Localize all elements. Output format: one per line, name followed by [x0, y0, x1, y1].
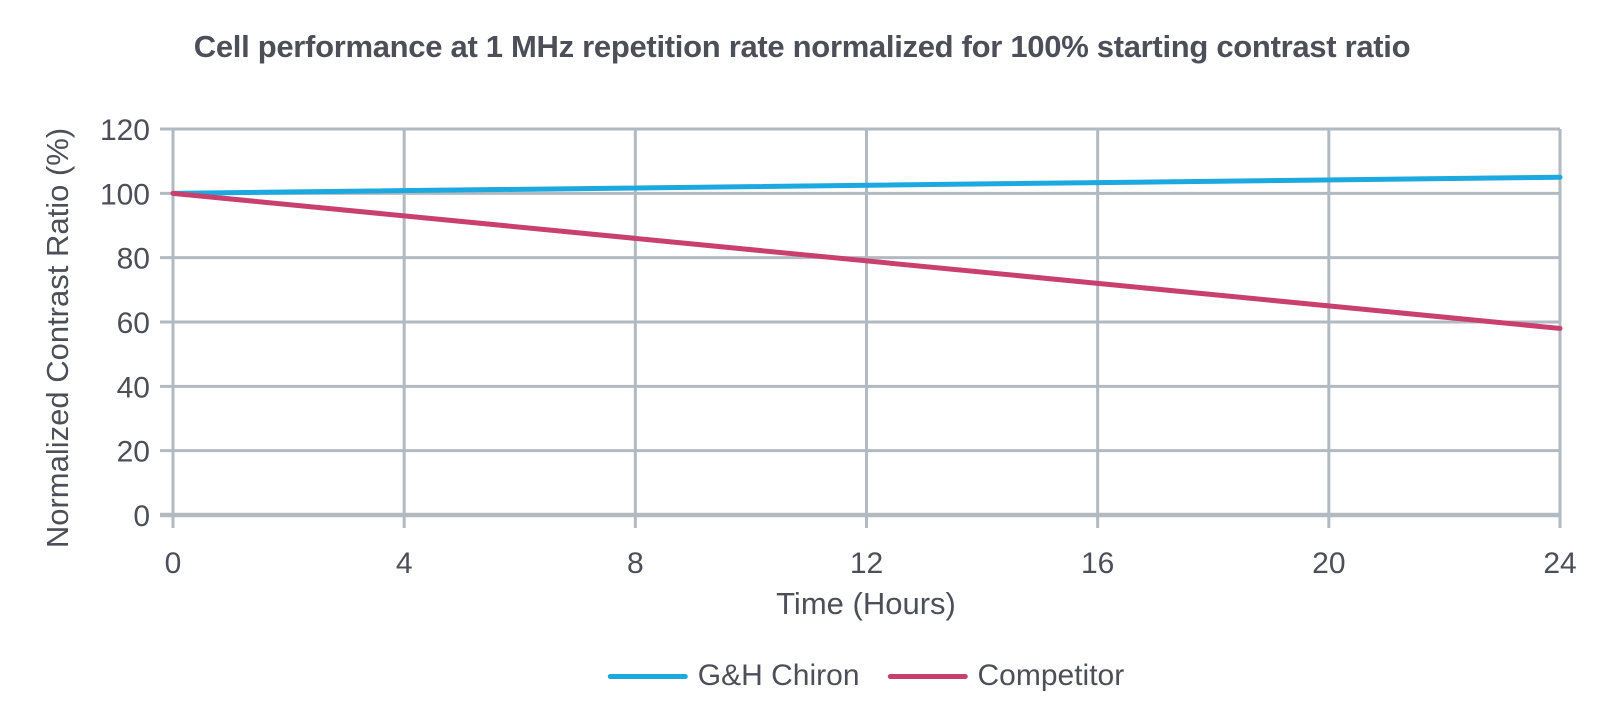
legend: G&H Chiron Competitor: [607, 659, 1125, 693]
legend-item-competitor: Competitor: [887, 659, 1125, 693]
y-tick-label: 80: [117, 243, 150, 276]
y-tick-label: 120: [100, 114, 150, 147]
legend-label-competitor: Competitor: [977, 659, 1125, 692]
x-tick-label: 16: [1081, 547, 1114, 580]
y-tick-label: 100: [100, 178, 150, 211]
legend-swatch-gh-chiron-icon: [607, 673, 688, 679]
legend-swatch-competitor-icon: [887, 673, 968, 679]
x-tick-label: 4: [396, 547, 413, 580]
y-tick-label: 40: [117, 371, 150, 404]
y-tick-label: 20: [117, 436, 150, 469]
x-tick-label: 12: [850, 547, 883, 580]
x-tick-label: 0: [165, 547, 182, 580]
series-line-0: [170, 174, 1563, 196]
y-tick-label: 0: [133, 500, 150, 533]
x-axis-title: Time (Hours): [776, 586, 956, 621]
x-tick-label: 20: [1312, 547, 1345, 580]
x-tick-label: 24: [1543, 547, 1576, 580]
legend-label-gh-chiron: G&H Chiron: [697, 659, 860, 692]
y-tick-label: 60: [117, 307, 150, 340]
series-line-1: [170, 190, 1563, 331]
legend-item-gh-chiron: G&H Chiron: [607, 659, 860, 693]
chart-title: Cell performance at 1 MHz repetition rat…: [193, 29, 1411, 64]
x-tick-label: 8: [627, 547, 644, 580]
